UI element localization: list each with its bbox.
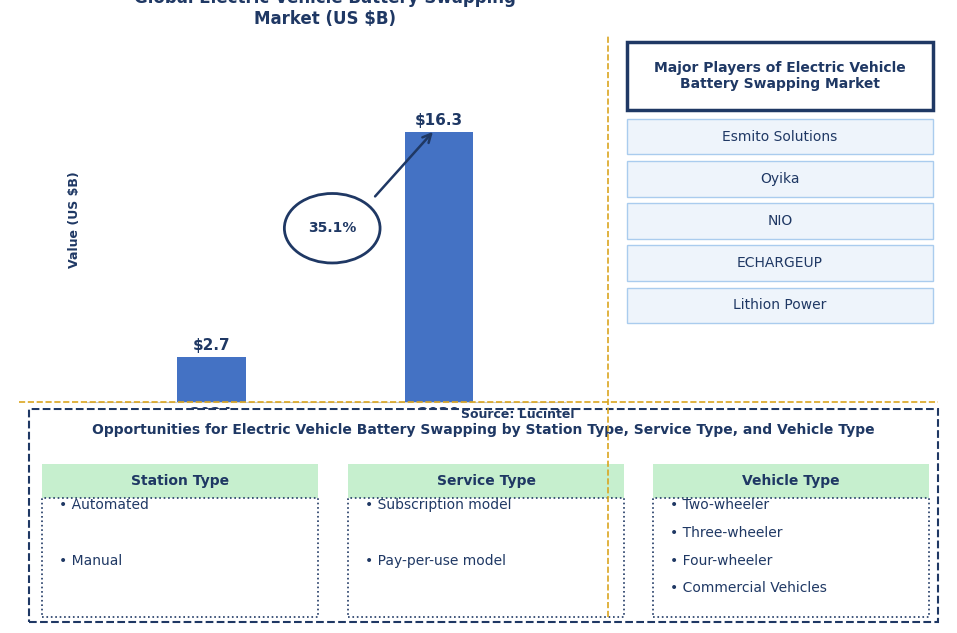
FancyBboxPatch shape	[29, 410, 938, 622]
Y-axis label: Value (US $B): Value (US $B)	[68, 172, 80, 268]
Bar	[177, 357, 246, 402]
Text: • Automated: • Automated	[58, 498, 148, 512]
Text: • Commercial Vehicles: • Commercial Vehicles	[670, 581, 827, 595]
Title: Global Electric Vehicle Battery Swapping
Market (US $B): Global Electric Vehicle Battery Swapping…	[134, 0, 517, 28]
Text: • Manual: • Manual	[58, 553, 122, 568]
Text: Major Players of Electric Vehicle
Battery Swapping Market: Major Players of Electric Vehicle Batter…	[654, 61, 906, 91]
FancyBboxPatch shape	[627, 42, 933, 110]
Text: $2.7: $2.7	[192, 338, 231, 353]
FancyBboxPatch shape	[627, 119, 933, 154]
Text: Esmito Solutions: Esmito Solutions	[723, 130, 837, 144]
FancyBboxPatch shape	[627, 287, 933, 323]
Text: • Two-wheeler: • Two-wheeler	[670, 498, 768, 512]
Text: Station Type: Station Type	[131, 474, 229, 488]
Text: • Pay-per-use model: • Pay-per-use model	[365, 553, 505, 568]
Text: Service Type: Service Type	[436, 474, 536, 488]
FancyBboxPatch shape	[654, 498, 929, 617]
Bar	[405, 132, 474, 402]
Text: Lithion Power: Lithion Power	[733, 298, 827, 313]
FancyBboxPatch shape	[348, 464, 624, 498]
FancyBboxPatch shape	[654, 464, 929, 498]
Text: 35.1%: 35.1%	[308, 222, 356, 235]
Text: • Subscription model: • Subscription model	[365, 498, 511, 512]
Text: ECHARGEUP: ECHARGEUP	[737, 256, 823, 270]
Text: NIO: NIO	[768, 214, 792, 228]
Text: Source: Lucintel: Source: Lucintel	[460, 408, 574, 422]
FancyBboxPatch shape	[348, 498, 624, 617]
Text: • Four-wheeler: • Four-wheeler	[670, 553, 772, 568]
Text: • Three-wheeler: • Three-wheeler	[670, 526, 782, 540]
FancyBboxPatch shape	[42, 498, 318, 617]
FancyBboxPatch shape	[627, 203, 933, 239]
Text: Oyika: Oyika	[760, 172, 800, 186]
Text: Opportunities for Electric Vehicle Battery Swapping by Station Type, Service Typ: Opportunities for Electric Vehicle Batte…	[92, 423, 875, 437]
Text: $16.3: $16.3	[415, 113, 463, 128]
FancyBboxPatch shape	[42, 464, 318, 498]
FancyBboxPatch shape	[627, 246, 933, 281]
Text: Vehicle Type: Vehicle Type	[743, 474, 840, 488]
FancyBboxPatch shape	[627, 161, 933, 196]
